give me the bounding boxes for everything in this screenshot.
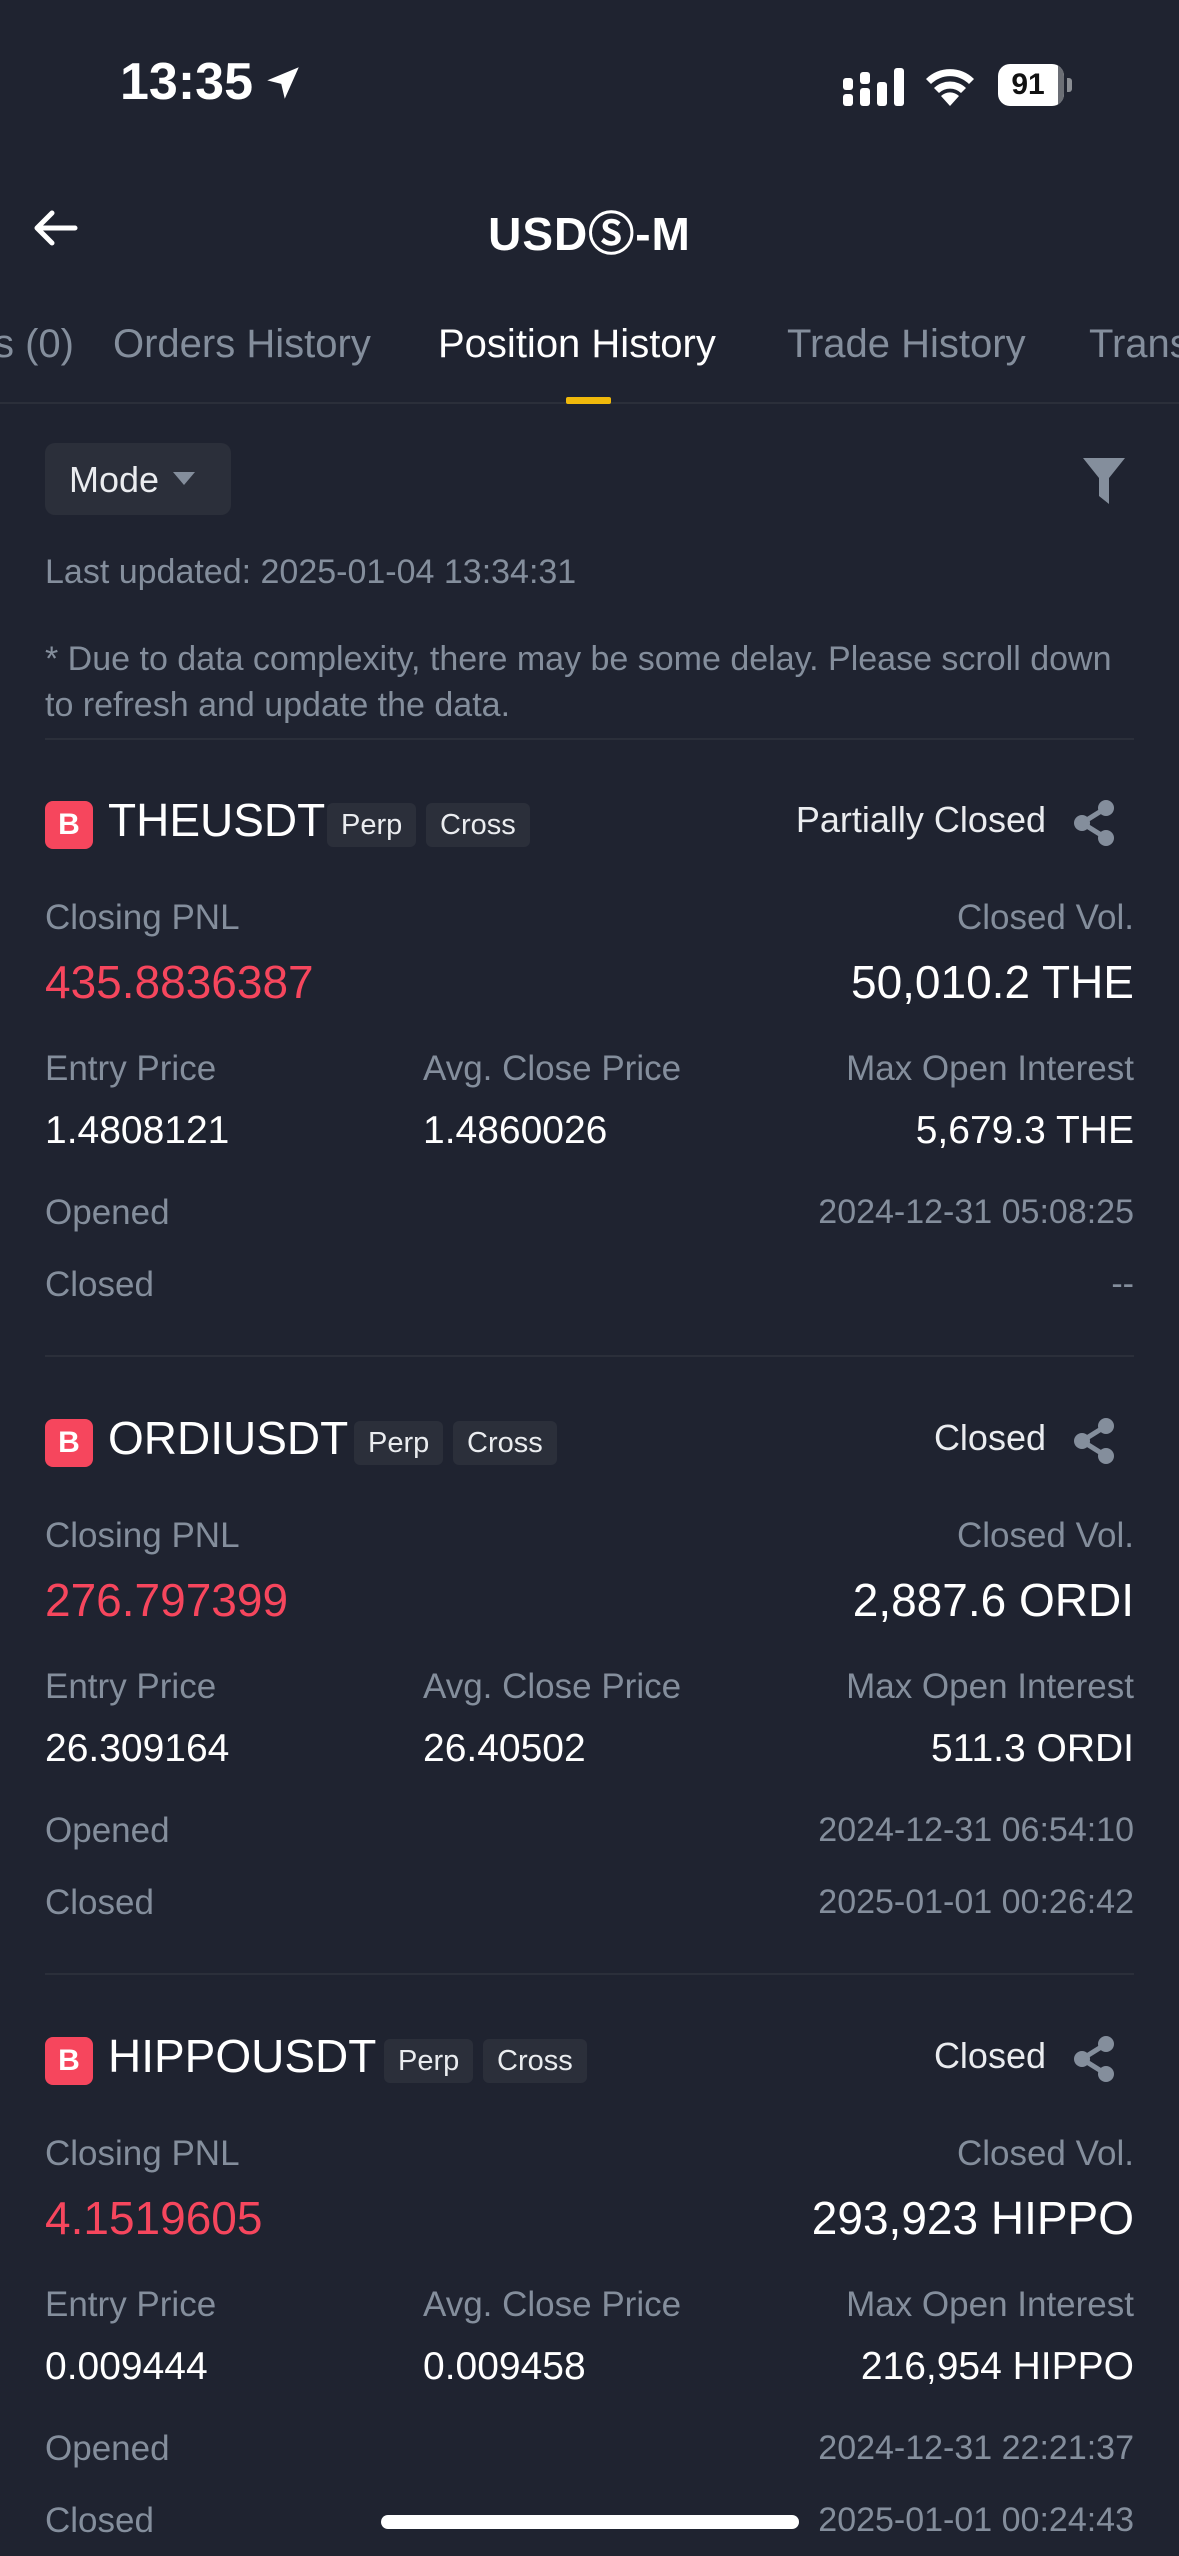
divider [45, 1355, 1134, 1357]
entry-price-value: 26.309164 [45, 1727, 230, 1770]
closed-time: 2025-01-01 00:24:43 [818, 2501, 1134, 2539]
share-icon[interactable] [1070, 1417, 1118, 1465]
closing-pnl-label: Closing PNL [45, 2134, 240, 2173]
entry-price-label: Entry Price [45, 1667, 217, 1706]
position-card[interactable]: B ORDIUSDT Perp Cross Closed Closing PNL… [0, 1412, 1179, 1997]
entry-price-value: 0.009444 [45, 2345, 208, 2388]
closed-label: Closed [45, 1265, 154, 1304]
closed-label: Closed [45, 1883, 154, 1922]
opened-label: Opened [45, 1193, 170, 1232]
tab-transaction-history[interactable]: Trans [1089, 322, 1179, 366]
max-open-interest-value: 5,679.3 THE [915, 1109, 1134, 1152]
cellular-signal-icon [843, 68, 904, 106]
battery-indicator: 91 [998, 64, 1072, 106]
avg-close-price-label: Avg. Close Price [423, 2285, 682, 2324]
position-symbol: THEUSDT [108, 794, 326, 846]
avg-close-price-value: 1.4860026 [423, 1109, 608, 1152]
avg-close-price-label: Avg. Close Price [423, 1667, 682, 1706]
mode-label: Mode [69, 459, 160, 500]
tab-open-orders[interactable]: s (0) [0, 322, 74, 366]
location-arrow-icon [267, 67, 299, 99]
home-indicator[interactable] [381, 2515, 799, 2529]
closed-label: Closed [45, 2501, 154, 2540]
position-status: Partially Closed [795, 799, 1046, 840]
closed-vol-label: Closed Vol. [956, 898, 1134, 937]
caret-down-icon [173, 472, 195, 485]
data-delay-notice: * Due to data complexity, there may be s… [45, 640, 1112, 724]
divider [45, 1973, 1134, 1975]
closed-vol-label: Closed Vol. [956, 2134, 1134, 2173]
tab-position-history[interactable]: Position History [438, 322, 716, 366]
side-badge: B [45, 1419, 93, 1467]
max-open-interest-label: Max Open Interest [846, 2285, 1134, 2324]
tab-trade-history[interactable]: Trade History [787, 322, 1026, 366]
contract-type-tag: Perp [384, 2039, 474, 2083]
status-time: 13:35 [120, 53, 253, 111]
max-open-interest-value: 216,954 HIPPO [860, 2345, 1134, 2388]
closed-vol-label: Closed Vol. [956, 1516, 1134, 1555]
closed-time: -- [1111, 1265, 1134, 1303]
closed-vol-value: 50,010.2 THE [850, 956, 1134, 1008]
share-icon[interactable] [1070, 2035, 1118, 2083]
battery-percent: 91 [1011, 68, 1045, 101]
closed-vol-value: 2,887.6 ORDI [852, 1574, 1134, 1626]
divider [45, 738, 1134, 740]
entry-price-label: Entry Price [45, 1049, 217, 1088]
wifi-icon [926, 69, 974, 106]
share-icon[interactable] [1070, 799, 1118, 847]
closing-pnl-value: 435.8836387 [45, 956, 314, 1008]
active-tab-indicator [566, 397, 611, 404]
margin-mode-tag: Cross [453, 1421, 557, 1465]
position-card[interactable]: B HIPPOUSDT Perp Cross Closed Closing PN… [0, 2030, 1179, 2556]
position-symbol: HIPPOUSDT [108, 2030, 377, 2082]
opened-time: 2024-12-31 05:08:25 [818, 1193, 1134, 1231]
margin-mode-tag: Cross [483, 2039, 587, 2083]
avg-close-price-value: 26.40502 [423, 1727, 586, 1770]
entry-price-label: Entry Price [45, 2285, 217, 2324]
filter-icon[interactable] [1083, 458, 1125, 504]
contract-type-tag: Perp [354, 1421, 444, 1465]
opened-label: Opened [45, 1811, 170, 1850]
contract-type-tag: Perp [327, 803, 417, 847]
side-badge: B [45, 2037, 93, 2085]
closing-pnl-label: Closing PNL [45, 1516, 240, 1555]
position-symbol: ORDIUSDT [108, 1412, 349, 1464]
opened-label: Opened [45, 2429, 170, 2468]
back-arrow-icon[interactable] [30, 203, 80, 253]
opened-time: 2024-12-31 06:54:10 [818, 1811, 1134, 1849]
avg-close-price-label: Avg. Close Price [423, 1049, 682, 1088]
history-tabs: s (0) Orders History Position History Tr… [0, 322, 1179, 404]
closing-pnl-label: Closing PNL [45, 898, 240, 937]
status-bar: 13:35 91 [0, 0, 1179, 170]
position-status: Closed [933, 2035, 1046, 2076]
last-updated-text: Last updated: 2025-01-04 13:34:31 [45, 553, 577, 591]
avg-close-price-value: 0.009458 [423, 2345, 586, 2388]
max-open-interest-label: Max Open Interest [846, 1667, 1134, 1706]
side-badge: B [45, 801, 93, 849]
position-card[interactable]: B THEUSDT Perp Cross Partially Closed Cl… [0, 794, 1179, 1379]
page-title: USDⓈ-M [488, 208, 691, 260]
max-open-interest-value: 511.3 ORDI [930, 1727, 1134, 1770]
closing-pnl-value: 276.797399 [45, 1574, 289, 1626]
mode-dropdown[interactable]: Mode [45, 443, 231, 515]
max-open-interest-label: Max Open Interest [846, 1049, 1134, 1088]
entry-price-value: 1.4808121 [45, 1109, 230, 1152]
position-status: Closed [933, 1417, 1046, 1458]
closed-time: 2025-01-01 00:26:42 [818, 1883, 1134, 1921]
opened-time: 2024-12-31 22:21:37 [818, 2429, 1134, 2467]
tab-orders-history[interactable]: Orders History [113, 322, 371, 366]
margin-mode-tag: Cross [426, 803, 530, 847]
closing-pnl-value: 4.1519605 [45, 2192, 263, 2244]
closed-vol-value: 293,923 HIPPO [811, 2192, 1134, 2244]
